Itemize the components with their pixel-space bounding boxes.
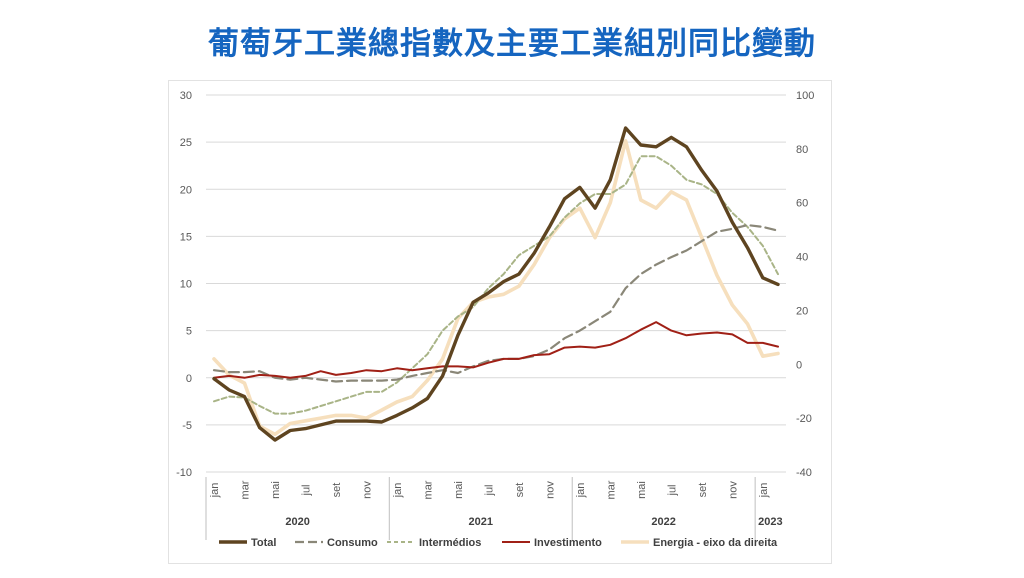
left-tick-label: 5: [186, 326, 192, 338]
x-tick-label: mai: [453, 481, 465, 499]
series-line-consumo: [212, 224, 780, 383]
left-tick-label: -10: [176, 467, 192, 479]
legend-label: Investimento: [534, 537, 602, 549]
right-tick-label: 80: [796, 144, 808, 156]
left-tick-label: 25: [180, 137, 192, 149]
legend-label: Total: [251, 537, 276, 549]
x-tick-label: jul: [666, 484, 678, 496]
legend-label: Energia - eixo da direita: [653, 537, 778, 549]
left-tick-label: 30: [180, 90, 192, 102]
x-tick-label: jan: [758, 483, 770, 499]
year-label: 2022: [651, 516, 675, 528]
x-tick-label: nov: [544, 481, 556, 499]
x-tick-label: mar: [422, 480, 434, 499]
x-tick-label: jan: [575, 483, 587, 499]
year-label: 2020: [285, 516, 309, 528]
x-tick-label: jul: [483, 484, 495, 496]
left-tick-label: 20: [180, 184, 192, 196]
left-tick-label: 15: [180, 231, 192, 243]
page-title: 葡萄牙工業總指數及主要工業組別同比變動: [208, 26, 816, 62]
legend-label: Intermédios: [419, 537, 481, 549]
x-tick-label: nov: [727, 481, 739, 499]
x-tick-label: jan: [392, 483, 404, 499]
legend-label: Consumo: [327, 537, 378, 549]
right-tick-label: 40: [796, 252, 808, 264]
right-tick-label: 0: [796, 359, 802, 371]
series-line-total: [212, 126, 780, 442]
x-tick-label: nov: [361, 481, 373, 499]
left-tick-label: -5: [182, 420, 192, 432]
year-label: 2023: [758, 516, 782, 528]
x-tick-label: mar: [605, 480, 617, 499]
x-tick-label: set: [697, 483, 709, 498]
left-tick-label: 0: [186, 373, 192, 385]
left-tick-label: 10: [180, 279, 192, 291]
x-tick-label: set: [514, 483, 526, 498]
right-tick-label: 60: [796, 198, 808, 210]
right-tick-label: 100: [796, 90, 814, 102]
right-tick-label: -20: [796, 413, 812, 425]
x-tick-label: jan: [209, 483, 221, 499]
series-line-investimento: [213, 321, 779, 379]
series-line-energia: [212, 138, 780, 437]
x-tick-label: mar: [239, 480, 251, 499]
x-tick-label: mai: [270, 481, 282, 499]
x-tick-label: mai: [636, 481, 648, 499]
year-label: 2021: [469, 516, 493, 528]
right-tick-label: -40: [796, 467, 812, 479]
line-chart: -10 -5 0 5 10 15 20 25 30 -40 -20 0 20 40 60 80 100 jan ma…: [176, 90, 814, 549]
x-tick-label: jul: [300, 484, 312, 496]
x-tick-label: set: [331, 483, 343, 498]
right-tick-label: 20: [796, 305, 808, 317]
chart-frame: -10 -5 0 5 10 15 20 25 30 -40 -20 0 20 40 60 80 100 jan ma…: [168, 80, 832, 564]
series-line-intermédios: [213, 155, 779, 415]
